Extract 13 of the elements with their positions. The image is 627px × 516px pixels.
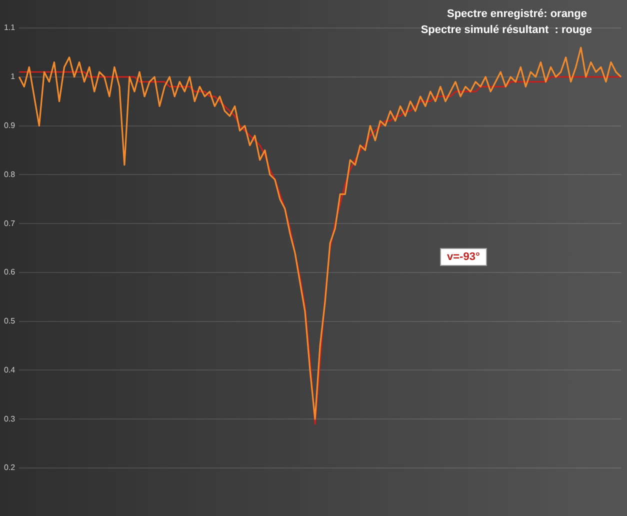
- y-tick-label: 0.3: [4, 414, 16, 424]
- y-tick-label: 1.1: [4, 23, 16, 32]
- y-tick-label: 0.5: [4, 316, 16, 326]
- annotation: Spectre simulé résultant : rouge: [420, 24, 592, 36]
- y-tick-label: 0.2: [4, 463, 16, 472]
- y-tick-label: 0.8: [4, 170, 16, 179]
- y-tick-label: 0.9: [4, 120, 16, 130]
- y-tick-label: 0.4: [4, 365, 16, 374]
- y-tick-label: 0.6: [4, 268, 16, 277]
- annotation: v=-93°: [440, 248, 487, 266]
- text: Spectre enregistré: orange: [447, 8, 587, 20]
- y-tick-label: 1: [10, 72, 16, 82]
- y-tick-label: 0.7: [4, 218, 16, 228]
